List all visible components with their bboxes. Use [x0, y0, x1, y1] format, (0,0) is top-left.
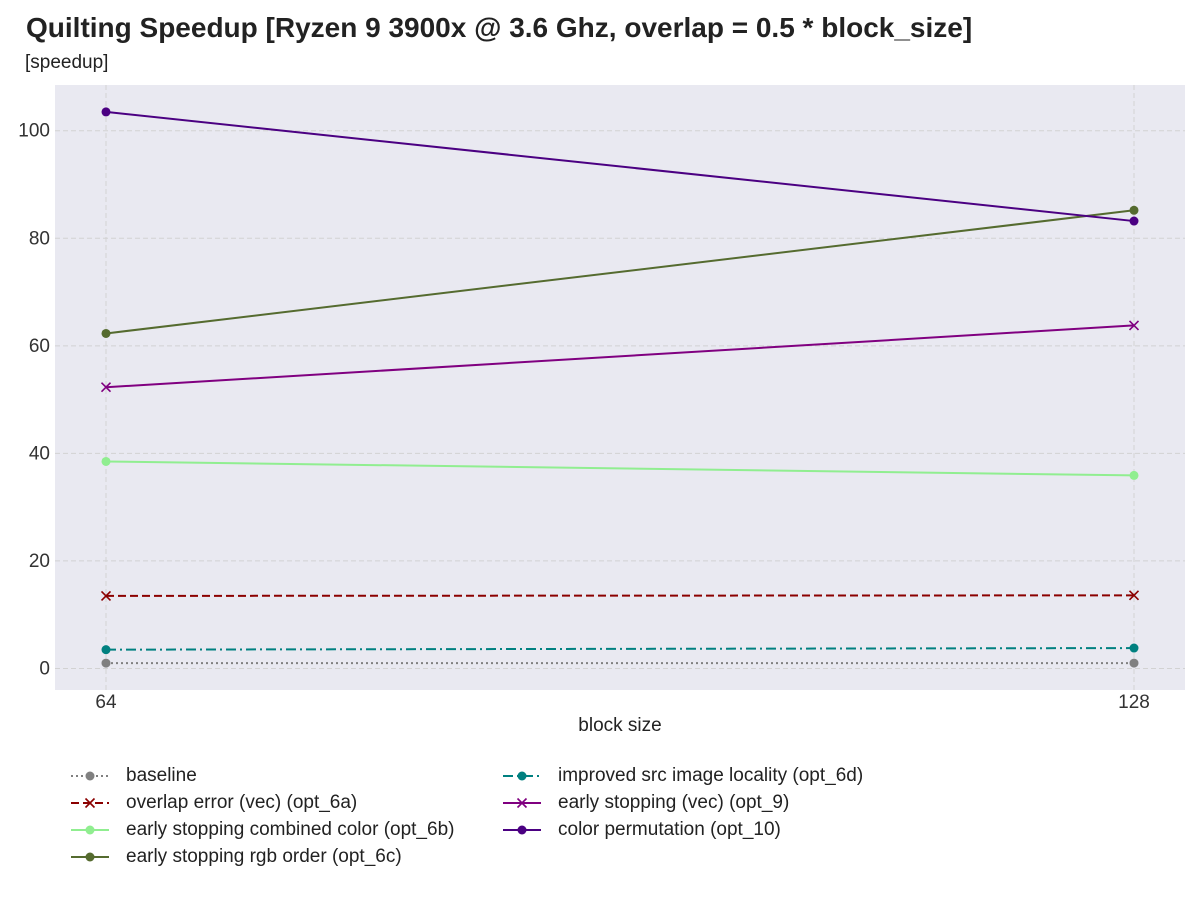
- y-axis-label: [speedup]: [25, 52, 109, 73]
- series-line: [105, 110, 1135, 223]
- chart-title: Quilting Speedup [Ryzen 9 3900x @ 3.6 Gh…: [26, 12, 973, 43]
- series-early-stopping-combined-color-opt-6b: [101, 456, 1139, 480]
- legend-swatch: [71, 797, 109, 808]
- data-point: [101, 645, 111, 655]
- y-tick-label: 20: [29, 551, 50, 572]
- series-improved-src-image-locality-opt-6d: [101, 643, 1139, 655]
- series-line: [105, 647, 1135, 651]
- y-tick-label: 40: [29, 443, 50, 464]
- x-tick-label: 128: [1118, 692, 1150, 713]
- legend-swatch: [503, 825, 541, 834]
- legend-item: improved src image locality (opt_6d): [502, 762, 863, 789]
- legend-swatch: [503, 771, 541, 780]
- data-point: [101, 658, 111, 668]
- legend-item: color permutation (opt_10): [502, 816, 781, 843]
- series-line: [105, 209, 1135, 335]
- legend-swatch: [71, 852, 109, 861]
- legend-marker: [85, 825, 95, 834]
- legend-marker: [85, 771, 95, 780]
- legend-swatch: [503, 797, 541, 808]
- data-point: [1129, 205, 1139, 215]
- legend-marker: [517, 825, 527, 834]
- series-baseline: [101, 658, 1139, 668]
- legend-item: early stopping (vec) (opt_9): [502, 789, 789, 816]
- legend-item: overlap error (vec) (opt_6a): [70, 789, 357, 816]
- legend-item: early stopping combined color (opt_6b): [70, 816, 454, 843]
- legend-label: baseline: [126, 764, 197, 786]
- series-early-stopping-rgb-order-opt-6c: [101, 205, 1139, 338]
- data-point: [1129, 643, 1139, 653]
- series-color-permutation-opt-10: [101, 107, 1139, 226]
- data-point: [100, 590, 112, 601]
- legend-item: baseline: [70, 762, 197, 789]
- data-point: [101, 107, 111, 117]
- x-axis-label: block size: [578, 715, 661, 736]
- series-line: [105, 324, 1135, 389]
- data-point: [101, 456, 111, 466]
- x-tick-label: 64: [95, 692, 117, 713]
- data-point: [1129, 216, 1139, 226]
- legend-label: overlap error (vec) (opt_6a): [126, 791, 358, 813]
- data-point: [100, 382, 112, 393]
- plot-background: [55, 85, 1185, 690]
- data-point: [1128, 590, 1140, 601]
- legend-label: color permutation (opt_10): [558, 818, 781, 840]
- data-point: [1128, 320, 1140, 331]
- legend-marker: [517, 771, 527, 780]
- y-tick-label: 80: [29, 228, 50, 249]
- legend-item: early stopping rgb order (opt_6c): [70, 843, 402, 870]
- legend-swatch: [71, 771, 109, 780]
- y-tick-label: 60: [29, 336, 50, 357]
- y-tick-label: 100: [18, 121, 50, 142]
- legend-marker: [516, 797, 528, 808]
- data-point: [101, 328, 111, 338]
- legend-label: early stopping (vec) (opt_9): [558, 791, 790, 813]
- series-overlap-error-vec-opt-6a: [100, 590, 1140, 601]
- data-point: [1129, 658, 1139, 668]
- legend-label: improved src image locality (opt_6d): [558, 764, 864, 786]
- data-point: [1129, 470, 1139, 480]
- legend-label: early stopping combined color (opt_6b): [126, 818, 455, 840]
- series-line: [105, 594, 1135, 597]
- legend-label: early stopping rgb order (opt_6c): [126, 845, 402, 867]
- legend-swatch: [71, 825, 109, 834]
- legend-marker: [84, 797, 96, 808]
- series-early-stopping-vec-opt-9: [100, 320, 1140, 393]
- legend-marker: [85, 852, 95, 861]
- series-line: [105, 460, 1135, 477]
- y-tick-label: 0: [39, 658, 50, 679]
